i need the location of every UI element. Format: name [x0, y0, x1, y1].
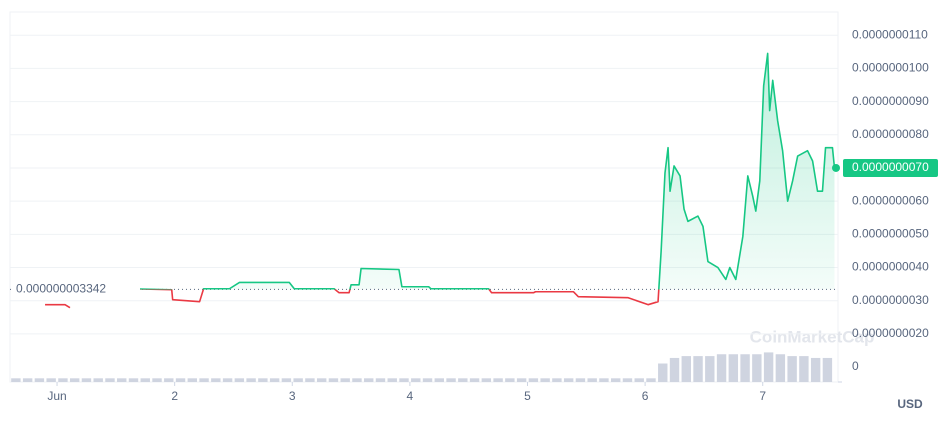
volume-bar — [34, 378, 45, 382]
y-tick-label: 0.0000000110 — [852, 27, 928, 41]
y-tick-label: 0.0000000100 — [852, 61, 929, 75]
volume-bar — [375, 378, 386, 382]
volume-bar — [81, 378, 92, 382]
volume-bar — [69, 378, 80, 382]
volume-bar — [128, 378, 139, 382]
reference-label-bg — [12, 280, 140, 299]
volume-bar — [787, 356, 797, 382]
volume-bar — [164, 378, 174, 382]
volume-bar — [752, 354, 762, 382]
volume-bar — [328, 378, 339, 382]
currency-label: USD — [897, 397, 923, 411]
price-area — [114, 53, 835, 290]
current-price-tag — [843, 158, 938, 177]
volume-bar — [140, 378, 150, 382]
volume-bar — [269, 378, 280, 382]
y-tick-label: 0.0000000040 — [852, 260, 929, 274]
volume-bar — [175, 378, 186, 382]
volume-bar — [316, 378, 327, 382]
volume-bar — [187, 378, 198, 382]
volume-bar — [693, 356, 703, 382]
volume-bar — [117, 378, 127, 382]
reference-label: 0.000000003342 — [16, 282, 106, 296]
volume-bar — [481, 378, 492, 382]
volume-bar — [646, 378, 656, 382]
y-tick-label: 0.0000000030 — [852, 293, 929, 307]
volume-bar — [422, 378, 433, 382]
volume-bar — [22, 378, 33, 382]
volume-bar — [58, 378, 68, 382]
price-line — [45, 52, 836, 309]
volume-bar — [105, 378, 115, 382]
volume-bar — [199, 378, 209, 382]
x-tick-label: 2 — [171, 389, 178, 403]
volume-bar — [669, 357, 680, 382]
x-tick-label: 5 — [524, 389, 531, 403]
volume-bar — [611, 378, 621, 382]
volume-bar — [434, 378, 444, 382]
volume-bar — [222, 378, 233, 382]
volume-bar — [740, 354, 750, 382]
volume-bar — [446, 378, 456, 382]
volume-bar — [622, 378, 633, 382]
volume-bar — [705, 356, 715, 382]
volume-bar — [458, 378, 468, 382]
volume-bar — [505, 378, 515, 382]
volume-bar — [775, 354, 786, 382]
volume-bar — [364, 378, 374, 382]
x-tick-label: Jun — [47, 389, 66, 403]
y-tick-label: 0.0000000090 — [852, 94, 929, 108]
plot-frame — [9, 11, 839, 383]
volume-bar — [528, 378, 539, 382]
volume-bar — [810, 357, 821, 382]
volume-bar — [234, 378, 245, 382]
current-price-label: 0.0000000070 — [852, 160, 929, 174]
volume-bar — [93, 378, 103, 382]
volume-bar — [293, 378, 303, 382]
volume-bar — [246, 378, 256, 382]
volume-bar — [11, 378, 21, 382]
volume-bar — [516, 378, 527, 382]
volume-bar — [681, 356, 691, 382]
volume-bar — [46, 378, 56, 382]
y-tick-label: 0.0000000020 — [852, 326, 929, 340]
x-tick-label: 3 — [289, 389, 296, 403]
volume-bar — [540, 378, 550, 382]
volume-bar — [258, 378, 268, 382]
volume-bar — [763, 352, 774, 382]
volume-bar — [728, 354, 739, 382]
volume-bar — [152, 378, 162, 382]
volume-bar — [552, 378, 562, 382]
watermark: CoinMarketCap — [750, 327, 875, 346]
current-price-dot — [832, 163, 840, 172]
y2-tick-label: 0 — [852, 359, 859, 373]
volume-bar — [716, 354, 727, 382]
y-tick-label: 0.0000000080 — [852, 127, 929, 141]
volume-bar — [211, 378, 221, 382]
x-tick-label: 6 — [642, 389, 649, 403]
y-tick-label: 0.0000000050 — [852, 227, 929, 241]
volume-bar — [340, 378, 350, 382]
volume-bar — [493, 378, 503, 382]
volume-bar — [399, 378, 409, 382]
volume-bar — [387, 378, 397, 382]
volume-bar — [563, 378, 574, 382]
x-tick-label: 4 — [407, 389, 414, 403]
volume-bar — [411, 378, 421, 382]
volume-bar — [658, 363, 668, 382]
volume-bar — [587, 378, 597, 382]
volume-bar — [352, 378, 362, 382]
volume-bar — [599, 378, 609, 382]
volume-bar — [305, 378, 315, 382]
volume-bar — [634, 378, 644, 382]
x-tick-label: 7 — [759, 389, 766, 403]
volume-bar — [822, 357, 833, 382]
volume-bar — [575, 378, 586, 382]
volume-bar — [281, 378, 292, 382]
volume-bar — [469, 378, 480, 382]
y-tick-label: 0.0000000060 — [852, 193, 929, 207]
volume-bar — [799, 356, 809, 382]
